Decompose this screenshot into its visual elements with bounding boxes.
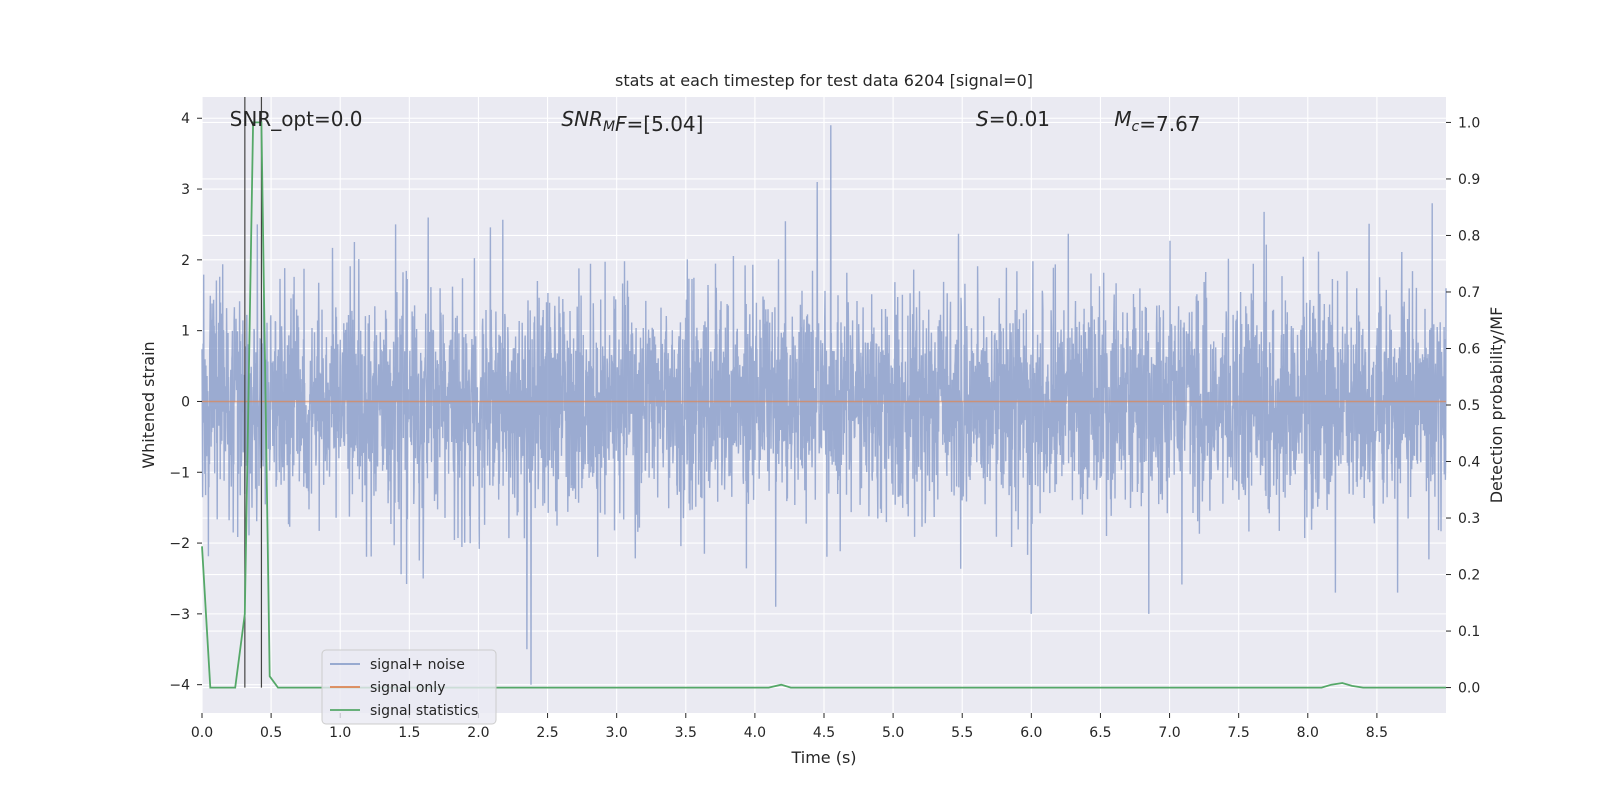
x-tick-label: 1.0	[329, 725, 351, 741]
y-tick-label: 0	[181, 394, 190, 410]
annotation-chirp-mass: Mc=7.67	[1114, 107, 1200, 136]
legend-box	[321, 649, 497, 725]
annotation-snr-opt: SNR_opt=0.0	[230, 107, 363, 131]
y-axis-right: 0.0 0.1 0.2 0.3 0.4 0.5 0.6 0.7 0.8 0.9 1.0	[1446, 115, 1480, 697]
x-tick-label: 8.0	[1297, 725, 1319, 741]
x-tick-label: 0.5	[260, 725, 282, 741]
annotation-snr-mf: SNRMF=[5.04]	[561, 107, 703, 136]
y2-tick-label: 0.2	[1458, 568, 1480, 584]
y-tick-label: −3	[169, 607, 190, 623]
y2-tick-label: 0.6	[1458, 341, 1480, 357]
y2-tick-label: 0.8	[1458, 228, 1480, 244]
y2-tick-label: 0.4	[1458, 455, 1480, 471]
x-tick-label: 2.5	[536, 725, 558, 741]
y-tick-label: 4	[181, 111, 190, 127]
y2-tick-label: 1.0	[1458, 115, 1480, 131]
signal-noise-line	[201, 125, 1447, 685]
x-axis-label: Time (s)	[790, 748, 856, 767]
x-tick-label: 3.5	[675, 725, 697, 741]
legend-label: signal+ noise	[370, 657, 465, 673]
y-tick-label: −2	[169, 536, 190, 552]
x-tick-label: 3.0	[606, 725, 628, 741]
x-tick-label: 8.5	[1366, 725, 1388, 741]
y2-tick-label: 0.7	[1458, 285, 1480, 301]
x-tick-label: 1.5	[398, 725, 420, 741]
y2-axis-label: Detection probability/MF	[1487, 307, 1506, 504]
y2-tick-label: 0.1	[1458, 624, 1480, 640]
legend-label: signal statistics	[370, 703, 478, 719]
x-tick-label: 6.5	[1089, 725, 1111, 741]
x-tick-label: 5.5	[951, 725, 973, 741]
legend-label: signal only	[370, 680, 445, 696]
y2-tick-label: 0.3	[1458, 511, 1480, 527]
y-tick-label: −1	[169, 465, 190, 481]
y-axis-label: Whitened strain	[139, 341, 158, 468]
y2-tick-label: 0.0	[1458, 681, 1480, 697]
y2-tick-label: 0.9	[1458, 172, 1480, 188]
annotations: SNR_opt=0.0 SNRMF=[5.04] S=0.01 Mc=7.67	[230, 107, 1201, 136]
y-tick-label: 1	[181, 324, 190, 340]
x-tick-label: 7.5	[1228, 725, 1250, 741]
x-tick-label: 0.0	[191, 725, 213, 741]
annotation-s-stat: S=0.01	[976, 107, 1050, 131]
y-axis-left: −4 −3 −2 −1 0 1 2 3 4	[169, 111, 202, 694]
x-tick-label: 5.0	[882, 725, 904, 741]
y-tick-label: 2	[181, 253, 190, 269]
series-signal-statistics	[201, 121, 1446, 689]
y2-tick-label: 0.5	[1458, 398, 1480, 414]
x-axis: 0.0 0.5 1.0 1.5 2.0 2.5 3.0 3.5 4.0 4.5 5.0 5.5 6.0 6…	[191, 713, 1388, 741]
x-tick-label: 4.5	[813, 725, 835, 741]
y-tick-label: 3	[181, 182, 190, 198]
y-tick-label: −4	[169, 678, 190, 694]
x-tick-label: 4.0	[744, 725, 766, 741]
x-tick-label: 6.0	[1020, 725, 1042, 741]
legend: signal+ noise signal only signal statistic…	[321, 649, 497, 725]
chart-title: stats at each timestep for test data 620…	[615, 71, 1033, 90]
signal-statistics-line	[201, 121, 1446, 689]
series-signal-noise	[201, 125, 1447, 685]
x-tick-label: 7.0	[1158, 725, 1180, 741]
x-tick-label: 2.0	[467, 725, 489, 741]
